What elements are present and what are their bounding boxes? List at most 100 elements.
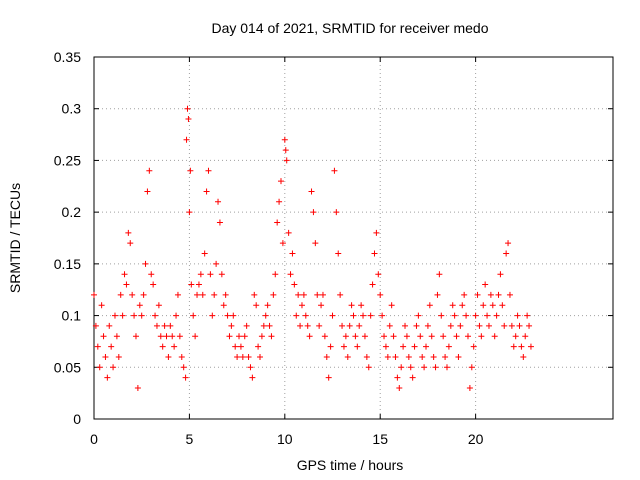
data-point — [503, 250, 510, 257]
data-point — [367, 312, 374, 319]
data-point — [482, 281, 489, 288]
data-point — [127, 240, 134, 247]
data-point — [293, 312, 300, 319]
data-point — [289, 250, 296, 257]
data-point — [167, 322, 174, 329]
y-tick-label: 0.35 — [54, 49, 81, 65]
data-point — [300, 291, 307, 298]
data-point — [344, 353, 351, 360]
data-point — [440, 333, 447, 340]
data-point — [183, 136, 190, 143]
data-point — [348, 302, 355, 309]
y-tick-label: 0.15 — [54, 256, 81, 272]
data-point — [169, 333, 176, 340]
data-point — [457, 322, 464, 329]
y-tick-label: 0.25 — [54, 152, 81, 168]
data-point — [501, 322, 508, 329]
data-point — [192, 333, 199, 340]
data-point — [155, 302, 162, 309]
data-point — [102, 353, 109, 360]
data-point — [485, 322, 492, 329]
data-point — [398, 364, 405, 371]
data-point — [413, 322, 420, 329]
data-point — [251, 291, 258, 298]
data-point — [466, 384, 473, 391]
data-point — [411, 343, 418, 350]
data-point — [333, 209, 340, 216]
data-point — [480, 302, 487, 309]
data-point — [314, 291, 321, 298]
data-point — [153, 322, 160, 329]
data-point — [363, 353, 370, 360]
data-point — [184, 105, 191, 112]
data-point — [257, 353, 264, 360]
data-point — [337, 291, 344, 298]
data-point — [430, 353, 437, 360]
data-point — [129, 291, 136, 298]
data-point — [442, 353, 449, 360]
data-point — [108, 343, 115, 350]
data-point — [94, 343, 101, 350]
data-point — [403, 333, 410, 340]
data-point — [115, 353, 122, 360]
data-point — [255, 343, 262, 350]
data-point — [445, 343, 452, 350]
data-point — [402, 322, 409, 329]
y-tick-label: 0.3 — [62, 101, 82, 117]
data-point — [152, 312, 159, 319]
data-point — [526, 322, 533, 329]
data-point — [157, 333, 164, 340]
data-point — [277, 178, 284, 185]
data-point — [297, 322, 304, 329]
data-point — [426, 302, 433, 309]
data-point — [321, 333, 328, 340]
data-point — [302, 312, 309, 319]
data-point — [308, 188, 315, 195]
data-point — [159, 343, 166, 350]
data-point — [178, 353, 185, 360]
data-point — [216, 219, 223, 226]
data-point — [508, 322, 515, 329]
data-point — [276, 198, 283, 205]
data-point — [282, 147, 289, 154]
y-axis-label: SRMTID / TECUs — [7, 183, 23, 293]
data-point — [220, 302, 227, 309]
data-point — [434, 291, 441, 298]
data-point — [421, 364, 428, 371]
data-point — [113, 333, 120, 340]
y-tick-label: 0.05 — [54, 359, 81, 375]
grid — [94, 57, 613, 419]
data-point — [358, 302, 365, 309]
data-point — [424, 322, 431, 329]
data-point — [407, 364, 414, 371]
data-point — [121, 271, 128, 278]
data-point — [239, 353, 246, 360]
data-point — [350, 312, 357, 319]
data-point — [464, 333, 471, 340]
y-tick-label: 0 — [73, 411, 81, 427]
data-point — [234, 353, 241, 360]
data-point — [365, 364, 372, 371]
x-tick-label: 15 — [372, 431, 388, 447]
data-point — [140, 291, 147, 298]
data-point — [279, 240, 286, 247]
data-point — [379, 312, 386, 319]
data-point — [197, 271, 204, 278]
data-point — [232, 343, 239, 350]
data-point — [295, 291, 302, 298]
data-point — [423, 343, 430, 350]
data-point — [318, 302, 325, 309]
data-point — [487, 291, 494, 298]
data-point — [91, 291, 97, 298]
data-point — [474, 291, 481, 298]
data-point — [459, 302, 466, 309]
data-point — [478, 333, 485, 340]
data-point — [190, 312, 197, 319]
data-point — [518, 343, 525, 350]
data-point — [176, 333, 183, 340]
data-point — [199, 291, 206, 298]
data-point — [287, 271, 294, 278]
data-point — [453, 333, 460, 340]
data-point — [405, 353, 412, 360]
data-point — [520, 353, 527, 360]
